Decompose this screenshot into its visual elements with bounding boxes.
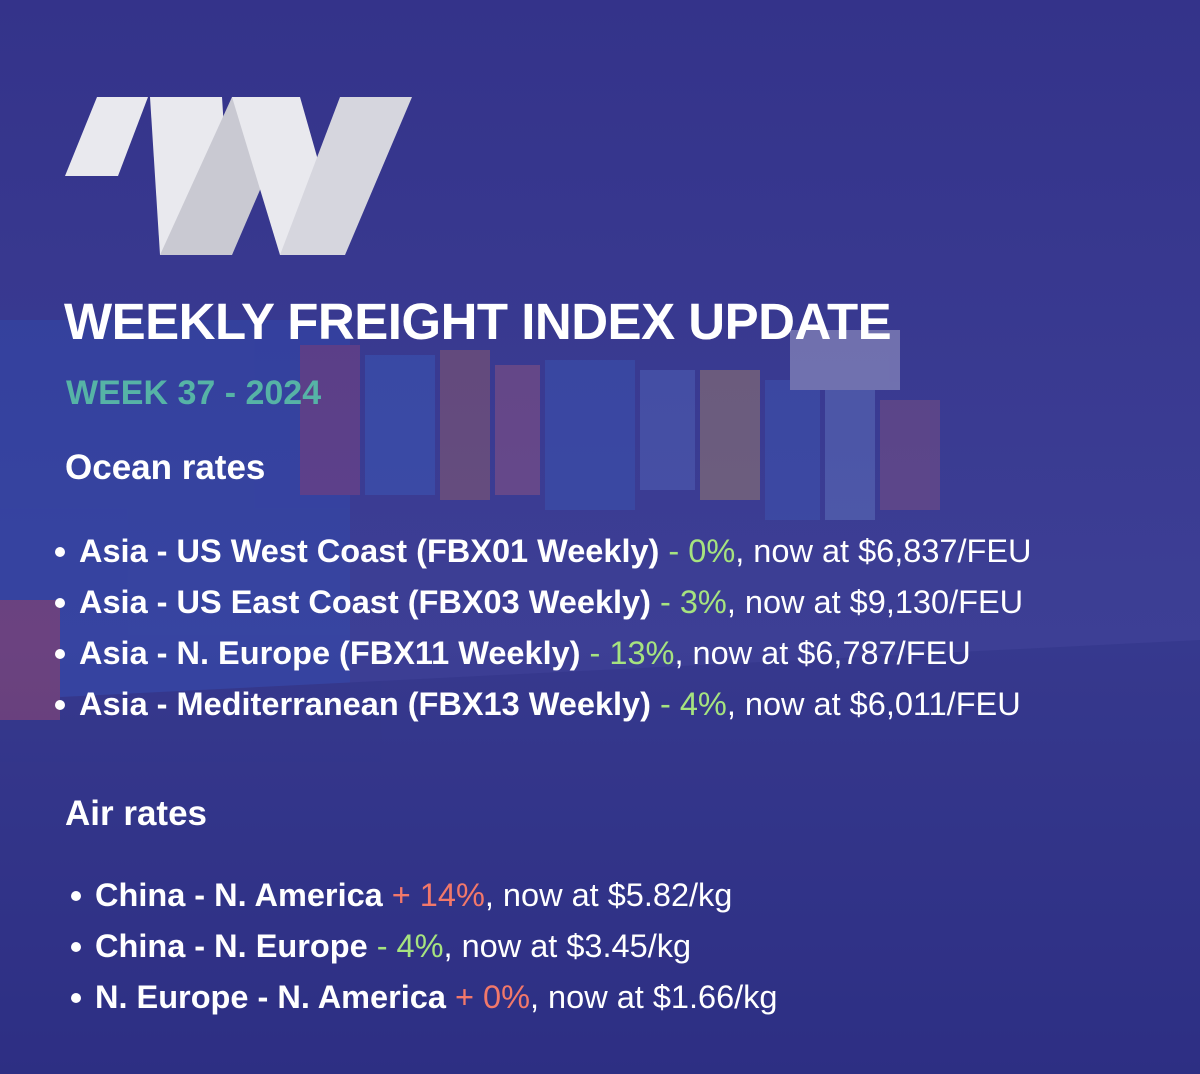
change: - 4% (376, 928, 444, 964)
route: China - N. America (95, 877, 383, 913)
change: + 14% (391, 877, 485, 913)
rate-item: Asia - Mediterranean (FBX13 Weekly) - 4%… (55, 679, 1032, 730)
detail: , now at $5.82/kg (484, 877, 733, 913)
rate-item: China - N. Europe - 4%, now at $3.45/kg (71, 921, 778, 972)
route: Asia - US West Coast (FBX01 Weekly) (79, 533, 660, 569)
detail: , now at $6,011/FEU (726, 686, 1021, 722)
rate-item: N. Europe - N. America + 0%, now at $1.6… (71, 972, 778, 1023)
change: - 3% (660, 584, 727, 620)
section-heading: Air rates (65, 794, 208, 833)
route: China - N. Europe (95, 928, 368, 964)
logo (65, 97, 412, 255)
title: WEEKLY FREIGHT INDEX UPDATE (64, 293, 892, 350)
detail: , now at $3.45/kg (443, 928, 692, 964)
ship-illustration (0, 320, 1200, 1074)
rate-item: Asia - US West Coast (FBX01 Weekly) - 0%… (55, 526, 1032, 577)
rate-item: Asia - US East Coast (FBX03 Weekly) - 3%… (55, 577, 1032, 628)
route: Asia - US East Coast (FBX03 Weekly) (79, 584, 651, 620)
change: - 4% (660, 686, 727, 722)
rate-item: China - N. America + 14%, now at $5.82/k… (71, 870, 778, 921)
change: + 0% (455, 979, 530, 1015)
rate-list: Asia - US West Coast (FBX01 Weekly) - 0%… (55, 526, 1032, 730)
detail: , now at $6,787/FEU (674, 635, 971, 671)
detail: , now at $9,130/FEU (726, 584, 1024, 620)
subtitle: WEEK 37 - 2024 (66, 374, 322, 412)
rate-item: Asia - N. Europe (FBX11 Weekly) - 13%, n… (55, 628, 1032, 679)
route: N. Europe - N. America (95, 979, 446, 1015)
rate-list: China - N. America + 14%, now at $5.82/k… (71, 870, 778, 1023)
route: Asia - N. Europe (FBX11 Weekly) (79, 635, 581, 671)
change: - 13% (589, 635, 675, 671)
detail: , now at $6,837/FEU (735, 533, 1032, 569)
detail: , now at $1.66/kg (529, 979, 778, 1015)
section-heading: Ocean rates (65, 448, 266, 487)
change: - 0% (668, 533, 736, 569)
route: Asia - Mediterranean (FBX13 Weekly) (79, 686, 651, 722)
